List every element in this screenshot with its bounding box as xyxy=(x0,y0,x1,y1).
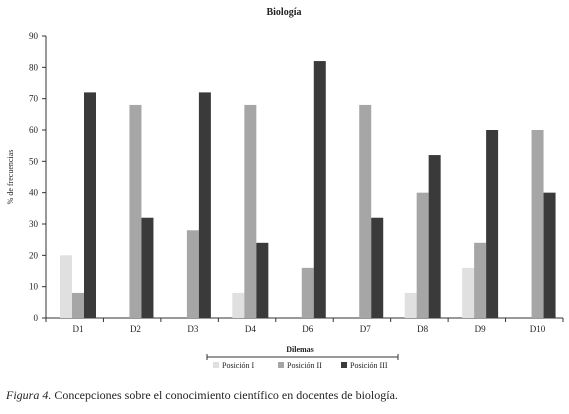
bar-d1-series-3 xyxy=(84,92,96,319)
figure-caption: Figura 4. Concepciones sobre el conocimi… xyxy=(6,388,398,403)
bar-d8-series-1 xyxy=(404,292,417,318)
bar-d9-series-2 xyxy=(474,242,487,318)
x-tick-label: D4 xyxy=(245,324,256,334)
y-tick-label: 80 xyxy=(29,62,39,72)
y-tick-label: 30 xyxy=(29,219,39,229)
bar-d7-series-2 xyxy=(359,104,372,318)
bar-d3-series-2 xyxy=(186,230,199,318)
y-tick-label: 20 xyxy=(29,250,39,260)
y-axis: 0 10 20 30 40 50 60 70 80 90 xyxy=(29,31,47,323)
x-tick-label: D9 xyxy=(475,324,486,334)
legend: Posición I Posición II Posición III xyxy=(206,354,399,370)
bar-d4-series-1 xyxy=(232,292,245,318)
x-tick-label: D2 xyxy=(130,324,141,334)
x-tick-label: D3 xyxy=(187,324,198,334)
x-axis-label: Dilemas xyxy=(286,345,314,354)
chart-title: Biología xyxy=(266,7,301,18)
bar-d9-series-1 xyxy=(462,267,475,318)
y-tick-label: 40 xyxy=(29,188,39,198)
bar-d8-series-3 xyxy=(428,155,441,318)
bar-d2-series-3 xyxy=(141,217,154,318)
caption-label: Figura 4. xyxy=(6,388,52,402)
bar-d4-series-3 xyxy=(256,242,269,318)
y-axis-label: % de frecuencias xyxy=(6,150,15,205)
bar-d10-series-3 xyxy=(543,192,556,318)
legend-label: Posición I xyxy=(222,361,255,370)
legend-label: Posición II xyxy=(287,361,322,370)
bar-d4-series-2 xyxy=(244,104,257,318)
y-tick-label: 50 xyxy=(29,156,39,166)
bar-d6-series-2 xyxy=(301,267,314,318)
x-tick-label: D8 xyxy=(417,324,428,334)
legend-swatch xyxy=(213,362,219,368)
bars xyxy=(60,61,556,319)
bar-d6-series-3 xyxy=(313,61,326,319)
y-tick-label: 0 xyxy=(34,313,39,323)
y-tick-label: 10 xyxy=(29,282,39,292)
y-tick-label: 60 xyxy=(29,125,39,135)
caption-text: Concepciones sobre el conocimiento cient… xyxy=(51,388,398,402)
x-tick-label: D7 xyxy=(360,324,371,334)
bar-d8-series-2 xyxy=(416,192,429,318)
x-tick-label: D6 xyxy=(302,324,313,334)
bar-d2-series-2 xyxy=(129,104,142,318)
legend-swatch xyxy=(278,362,284,368)
bar-d1-series-2 xyxy=(72,292,84,318)
x-axis: D1 D2 D3 D4 D6 D7 D8 D9 D10 xyxy=(45,317,564,334)
bar-d7-series-3 xyxy=(371,217,384,318)
y-tick-label: 70 xyxy=(29,94,39,104)
x-tick-label: D10 xyxy=(530,324,546,334)
bar-d3-series-3 xyxy=(198,92,211,319)
legend-label: Posición III xyxy=(350,361,388,370)
x-tick-label: D1 xyxy=(73,324,84,334)
y-tick-label: 90 xyxy=(29,31,39,41)
bar-d10-series-2 xyxy=(531,130,544,318)
bar-d9-series-3 xyxy=(486,130,499,318)
bar-d1-series-1 xyxy=(60,255,72,318)
legend-swatch xyxy=(341,362,347,368)
